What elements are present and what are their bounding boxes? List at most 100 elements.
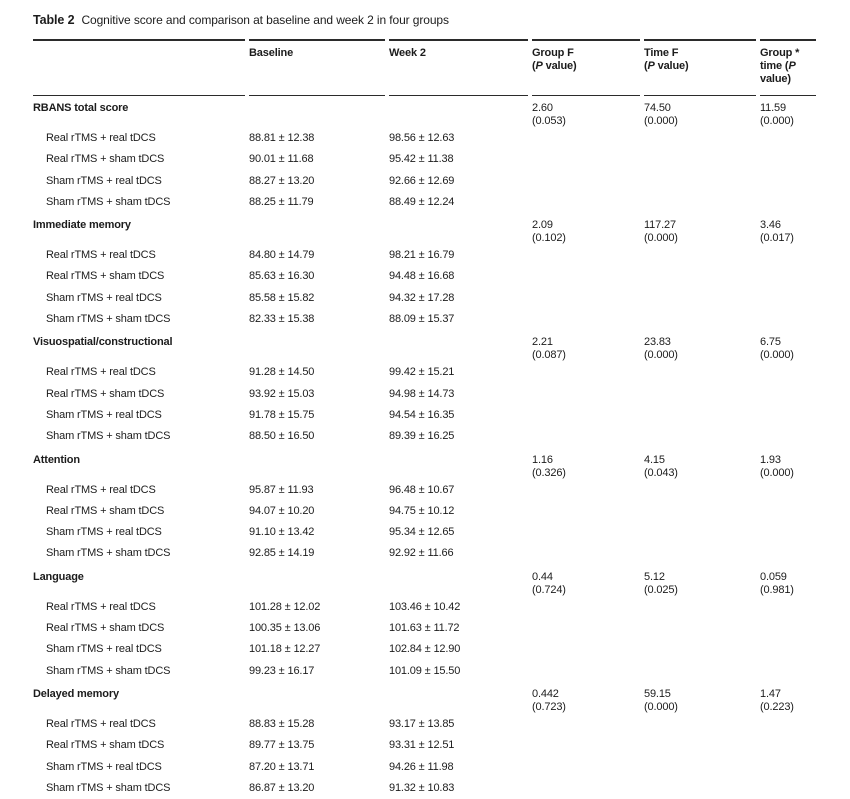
table-row: Real rTMS + sham tDCS 94.07 ± 10.20 94.7… [33,501,816,522]
week2-value: 95.42 ± 11.38 [389,153,454,166]
table-row: Real rTMS + sham tDCS 90.01 ± 11.68 95.4… [33,149,816,170]
baseline-value: 88.25 ± 11.79 [249,195,314,208]
baseline-value: 88.81 ± 12.38 [249,132,315,144]
week2-value: 94.54 ± 16.35 [389,408,455,421]
row-label: Sham rTMS + real tDCS [46,408,162,421]
interaction-stat: 1.47 (0.223) [760,687,794,713]
table-row: Sham rTMS + real tDCS 85.58 ± 15.82 94.3… [33,288,816,309]
baseline-value: 101.28 ± 12.02 [249,600,321,613]
week2-value: 94.48 ± 16.68 [389,270,455,283]
section-row-delayed-memory: Delayed memory 0.442 (0.723) 59.15 (0.000)… [33,682,816,714]
table-caption: Table 2 Cognitive score and comparison at… [33,12,822,28]
week2-value: 98.56 ± 12.63 [389,132,455,144]
week2-value: 101.63 ± 11.72 [389,622,460,635]
table-row: Real rTMS + sham tDCS 85.63 ± 16.30 94.4… [33,266,816,287]
interaction-stat: 0.059 (0.981) [760,570,794,596]
baseline-value: 87.20 ± 13.71 [249,760,315,773]
table-row: Real rTMS + sham tDCS 93.92 ± 15.03 94.9… [33,384,816,405]
column-header-week2: Week 2 [389,39,528,96]
row-label: Real rTMS + sham tDCS [46,270,165,283]
baseline-value: 91.78 ± 15.75 [249,408,315,421]
baseline-value: 85.63 ± 16.30 [249,270,315,283]
column-header-baseline: Baseline [249,39,385,96]
baseline-value: 89.77 ± 13.75 [249,739,315,752]
week2-value: 101.09 ± 15.50 [389,664,461,677]
table-row: Sham rTMS + sham tDCS 88.25 ± 11.79 88.4… [33,192,816,213]
table-row: Sham rTMS + real tDCS 88.27 ± 13.20 92.6… [33,171,816,192]
time-f-stat: 4.15 (0.043) [644,453,678,479]
time-f-stat: 117.27 (0.000) [644,219,678,245]
row-label: Real rTMS + sham tDCS [46,153,165,166]
section-label: Immediate memory [33,219,131,232]
group-f-stat: 2.21 (0.087) [532,336,566,362]
row-label: Sham rTMS + sham tDCS [46,430,171,443]
table-row: Real rTMS + real tDCS 88.83 ± 15.28 93.1… [33,714,816,735]
group-f-stat: 0.442 (0.723) [532,687,566,713]
table-caption-label: Table 2 [33,13,75,27]
table-row: Real rTMS + real tDCS 101.28 ± 12.02 103… [33,597,816,618]
time-f-stat: 23.83 (0.000) [644,336,678,362]
interaction-stat: 6.75 (0.000) [760,336,794,362]
week2-value: 91.32 ± 10.83 [389,781,455,794]
table-row: Real rTMS + real tDCS 84.80 ± 14.79 98.2… [33,245,816,266]
section-label: Attention [33,453,80,466]
row-label: Sham rTMS + sham tDCS [46,547,171,560]
header-row: Baseline Week 2 Group F (P value) Time F… [33,39,816,96]
table-row: Sham rTMS + real tDCS 91.78 ± 15.75 94.5… [33,405,816,426]
baseline-value: 88.50 ± 16.50 [249,430,315,443]
baseline-value: 93.92 ± 15.03 [249,387,315,400]
section-row-immediate-memory: Immediate memory 2.09 (0.102) 117.27 (0.00… [33,213,816,245]
table-row: Real rTMS + real tDCS 95.87 ± 11.93 96.4… [33,480,816,501]
time-f-stat: 74.50 (0.000) [644,102,678,127]
week2-value: 93.17 ± 13.85 [389,717,455,730]
baseline-value: 94.07 ± 10.20 [249,504,315,517]
baseline-value: 82.33 ± 15.38 [249,313,315,326]
group-f-stat: 2.09 (0.102) [532,219,566,245]
section-row-rbans-total-score: RBANS total score 2.60 (0.053) 74.50 (0.00… [33,96,816,128]
week2-value: 88.09 ± 15.37 [389,313,455,326]
row-label: Sham rTMS + sham tDCS [46,313,171,326]
row-label: Real rTMS + sham tDCS [46,387,165,400]
baseline-value: 86.87 ± 13.20 [249,781,315,794]
baseline-value: 84.80 ± 14.79 [249,249,315,262]
table-caption-text: Cognitive score and comparison at baseli… [81,13,449,27]
table-row: Real rTMS + real tDCS 88.81 ± 12.38 98.5… [33,128,816,149]
week2-value: 94.32 ± 17.28 [389,291,455,304]
column-header-time-f: Time F (P value) [644,39,756,96]
week2-value: 92.92 ± 11.66 [389,547,454,560]
baseline-value: 95.87 ± 11.93 [249,483,314,496]
interaction-stat: 3.46 (0.017) [760,219,794,245]
section-row-visuospatial: Visuospatial/constructional 2.21 (0.087) … [33,330,816,362]
column-header-group-time: Group * time (P value) [760,39,816,96]
column-header-rowlabel [33,39,245,96]
row-label: Sham rTMS + sham tDCS [46,664,171,677]
section-row-attention: Attention 1.16 (0.326) 4.15 (0.043) 1.93 (0… [33,448,816,480]
table-row: Sham rTMS + sham tDCS 82.33 ± 15.38 88.0… [33,309,816,330]
week2-value: 95.34 ± 12.65 [389,526,455,539]
section-label: Visuospatial/constructional [33,336,173,349]
week2-value: 89.39 ± 16.25 [389,430,455,443]
row-label: Sham rTMS + sham tDCS [46,195,171,208]
week2-value: 99.42 ± 15.21 [389,366,455,379]
table-row: Sham rTMS + real tDCS 101.18 ± 12.27 102… [33,639,816,660]
cognitive-score-table: Baseline Week 2 Group F (P value) Time F… [29,39,820,799]
baseline-value: 85.58 ± 15.82 [249,291,315,304]
row-label: Sham rTMS + real tDCS [46,526,162,539]
table-row: Sham rTMS + sham tDCS 92.85 ± 14.19 92.9… [33,543,816,564]
table-row: Sham rTMS + sham tDCS 86.87 ± 13.20 91.3… [33,778,816,799]
table-row: Real rTMS + sham tDCS 89.77 ± 13.75 93.3… [33,735,816,756]
section-label: Language [33,570,84,583]
interaction-stat: 1.93 (0.000) [760,453,794,479]
row-label: Real rTMS + real tDCS [46,717,156,730]
group-f-stat: 2.60 (0.053) [532,102,566,127]
week2-value: 96.48 ± 10.67 [389,483,455,496]
table-row: Sham rTMS + real tDCS 91.10 ± 13.42 95.3… [33,522,816,543]
baseline-value: 100.35 ± 13.06 [249,622,321,635]
row-label: Sham rTMS + real tDCS [46,760,162,773]
week2-value: 94.26 ± 11.98 [389,760,454,773]
week2-value: 88.49 ± 12.24 [389,195,455,208]
row-label: Real rTMS + sham tDCS [46,622,165,635]
row-label: Real rTMS + real tDCS [46,132,156,144]
week2-value: 103.46 ± 10.42 [389,600,461,613]
baseline-value: 91.28 ± 14.50 [249,366,315,379]
